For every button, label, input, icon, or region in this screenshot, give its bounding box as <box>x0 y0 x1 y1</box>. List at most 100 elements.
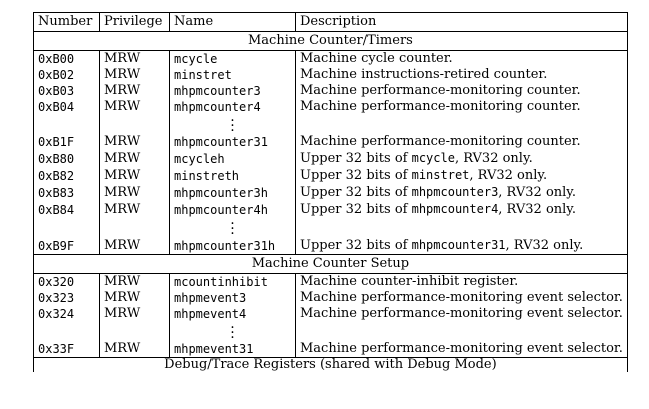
table-row: 0x324 MRW mhpmevent4 Machine performance-mo… <box>33 306 628 322</box>
empty-cell <box>295 218 628 237</box>
description-text: Machine performance-monitoring counter. <box>300 134 581 149</box>
description-text: Machine performance-monitoring counter. <box>300 83 581 98</box>
csr-privilege: MRW <box>99 184 170 201</box>
empty-cell <box>99 322 170 341</box>
description-text: Machine counter-inhibit register. <box>300 274 519 289</box>
csr-description: Machine performance-monitoring counter. <box>295 83 628 99</box>
csr-number: 0xB80 <box>33 150 100 167</box>
table-row: 0xB1F MRW mhpmcounter31 Machine performance… <box>33 134 628 150</box>
description-code: minstret <box>411 168 470 182</box>
table-row: 0x33F MRW mhpmevent31 Machine performance-m… <box>33 341 628 358</box>
section-header-row: Machine Counter/Timers <box>33 31 628 51</box>
description-text: , RV32 only. <box>454 151 533 166</box>
description-text: Machine cycle counter. <box>300 51 453 66</box>
description-code: mhpmcounter31 <box>411 238 506 252</box>
section-title: Debug/Trace Registers (shared with Debug… <box>33 357 628 372</box>
csr-number: 0xB9F <box>33 237 100 255</box>
csr-name: mhpmcounter31 <box>169 134 296 150</box>
csr-description: Machine performance-monitoring counter. <box>295 99 628 115</box>
table-row: 0xB9F MRW mhpmcounter31h Upper 32 bits of m… <box>33 237 628 255</box>
csr-number: 0xB04 <box>33 99 100 115</box>
description-code: mhpmcounter3 <box>411 185 499 199</box>
csr-description: Machine instructions-retired counter. <box>295 67 628 83</box>
description-text: , RV32 only. <box>498 185 577 200</box>
description-text: Upper 32 bits of <box>300 185 412 200</box>
csr-number: 0xB03 <box>33 83 100 99</box>
description-text: Upper 32 bits of <box>300 202 412 217</box>
table-row: 0xB83 MRW mhpmcounter3h Upper 32 bits of mh… <box>33 184 628 201</box>
csr-number: 0xB02 <box>33 67 100 83</box>
empty-cell <box>295 115 628 134</box>
vertical-ellipsis: . . . <box>169 218 296 237</box>
table-row: 0x323 MRW mhpmevent3 Machine performance-mo… <box>33 290 628 306</box>
csr-privilege: MRW <box>99 273 170 290</box>
csr-description: Upper 32 bits of mhpmcounter4, RV32 only… <box>295 201 628 218</box>
csr-number: 0xB1F <box>33 134 100 150</box>
csr-name: mcycleh <box>169 150 296 167</box>
ellipsis-row: . . . <box>33 218 628 237</box>
empty-cell <box>33 115 100 134</box>
table-row: 0xB03 MRW mhpmcounter3 Machine performance-… <box>33 83 628 99</box>
description-text: Machine performance-monitoring counter. <box>300 99 581 114</box>
csr-name: mhpmcounter3 <box>169 83 296 99</box>
empty-cell <box>99 115 170 134</box>
csr-description: Upper 32 bits of mcycle, RV32 only. <box>295 150 628 167</box>
csr-name: mhpmcounter31h <box>169 237 296 255</box>
csr-privilege: MRW <box>99 134 170 150</box>
empty-cell <box>295 322 628 341</box>
vertical-ellipsis: . . . <box>169 322 296 341</box>
description-text: Machine performance-monitoring event sel… <box>300 341 623 356</box>
csr-privilege: MRW <box>99 341 170 358</box>
csr-number: 0x323 <box>33 290 100 306</box>
csr-privilege: MRW <box>99 150 170 167</box>
csr-privilege: MRW <box>99 50 170 67</box>
csr-description: Machine performance-monitoring event sel… <box>295 290 628 306</box>
description-text: Machine instructions-retired counter. <box>300 67 548 82</box>
csr-name: mcountinhibit <box>169 273 296 290</box>
description-code: mhpmcounter4 <box>411 202 499 216</box>
csr-description: Machine cycle counter. <box>295 50 628 67</box>
description-text: Upper 32 bits of <box>300 168 412 183</box>
table-body: Machine Counter/Timers 0xB00 MRW mcycle Mach… <box>33 31 628 372</box>
csr-name: mhpmevent3 <box>169 290 296 306</box>
empty-cell <box>33 322 100 341</box>
ellipsis-row: . . . <box>33 322 628 341</box>
csr-name: mcycle <box>169 50 296 67</box>
csr-privilege: MRW <box>99 306 170 322</box>
table-row: 0xB80 MRW mcycleh Upper 32 bits of mcycle, … <box>33 150 628 167</box>
header-number: Number <box>33 12 100 32</box>
csr-name: minstreth <box>169 167 296 184</box>
csr-privilege: MRW <box>99 99 170 115</box>
section-header-row: Debug/Trace Registers (shared with Debug… <box>33 357 628 372</box>
description-code: mcycle <box>411 151 455 165</box>
csr-table: Number Privilege Name Description Machin… <box>33 12 628 372</box>
csr-description: Machine performance-monitoring event sel… <box>295 341 628 358</box>
description-text: , RV32 only. <box>469 168 548 183</box>
csr-number: 0x33F <box>33 341 100 358</box>
header-name: Name <box>169 12 296 32</box>
description-text: Machine performance-monitoring event sel… <box>300 290 623 305</box>
csr-privilege: MRW <box>99 201 170 218</box>
ellipsis-row: . . . <box>33 115 628 134</box>
csr-description: Upper 32 bits of minstret, RV32 only. <box>295 167 628 184</box>
csr-description: Machine performance-monitoring event sel… <box>295 306 628 322</box>
csr-description: Upper 32 bits of mhpmcounter31, RV32 onl… <box>295 237 628 255</box>
csr-privilege: MRW <box>99 167 170 184</box>
csr-name: minstret <box>169 67 296 83</box>
description-text: , RV32 only. <box>498 202 577 217</box>
empty-cell <box>99 218 170 237</box>
description-text: , RV32 only. <box>505 238 584 253</box>
csr-description: Machine performance-monitoring counter. <box>295 134 628 150</box>
table-row: 0x320 MRW mcountinhibit Machine counter-inh… <box>33 273 628 290</box>
csr-number: 0xB83 <box>33 184 100 201</box>
table-row: 0xB84 MRW mhpmcounter4h Upper 32 bits of mh… <box>33 201 628 218</box>
csr-privilege: MRW <box>99 67 170 83</box>
csr-privilege: MRW <box>99 290 170 306</box>
section-title: Machine Counter/Timers <box>33 31 628 51</box>
table-row: 0xB00 MRW mcycle Machine cycle counter. <box>33 50 628 67</box>
section-title: Machine Counter Setup <box>33 254 628 274</box>
table-row: 0xB02 MRW minstret Machine instructions-ret… <box>33 67 628 83</box>
csr-description: Machine counter-inhibit register. <box>295 273 628 290</box>
csr-description: Upper 32 bits of mhpmcounter3, RV32 only… <box>295 184 628 201</box>
csr-name: mhpmevent4 <box>169 306 296 322</box>
